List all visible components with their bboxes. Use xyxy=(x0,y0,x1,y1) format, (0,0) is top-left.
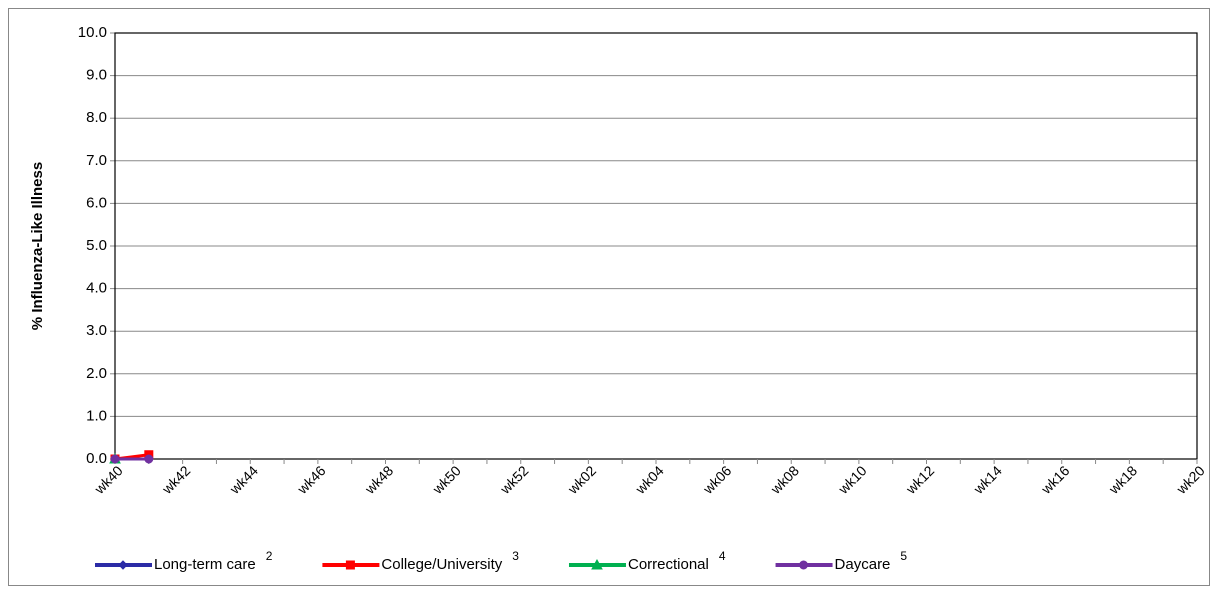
legend-item: College/University 3 xyxy=(322,549,519,573)
legend-footnote: 3 xyxy=(512,549,519,563)
legend-label: Daycare xyxy=(835,556,891,573)
legend-footnote: 4 xyxy=(719,549,726,563)
y-tick-label: 7.0 xyxy=(86,152,107,169)
legend-item: Daycare 5 xyxy=(775,549,907,573)
data-point xyxy=(144,454,154,464)
y-tick-label: 6.0 xyxy=(86,194,107,211)
legend-item: Correctional 4 xyxy=(568,549,726,573)
y-axis-label: % Influenza-Like Illness xyxy=(29,162,46,330)
y-tick-label: 10.0 xyxy=(78,24,107,41)
legend-marker xyxy=(345,560,355,570)
data-point xyxy=(110,454,120,464)
y-tick-label: 5.0 xyxy=(86,237,107,254)
y-tick-label: 1.0 xyxy=(86,407,107,424)
legend-footnote: 5 xyxy=(900,549,907,563)
legend-marker xyxy=(591,558,603,570)
legend-item: Long-term care 2 xyxy=(95,549,273,573)
chart-border xyxy=(8,8,1210,586)
y-tick-label: 9.0 xyxy=(86,67,107,84)
y-tick-label: 8.0 xyxy=(86,109,107,126)
y-tick-label: 4.0 xyxy=(86,280,107,297)
legend-label: College/University xyxy=(381,556,502,573)
legend-marker xyxy=(799,560,809,570)
legend-label: Correctional xyxy=(628,556,709,573)
legend-marker xyxy=(118,560,128,570)
y-tick-label: 2.0 xyxy=(86,365,107,382)
legend-footnote: 2 xyxy=(266,549,273,563)
y-tick-label: 0.0 xyxy=(86,450,107,467)
y-tick-label: 3.0 xyxy=(86,322,107,339)
legend-label: Long-term care xyxy=(154,556,256,573)
